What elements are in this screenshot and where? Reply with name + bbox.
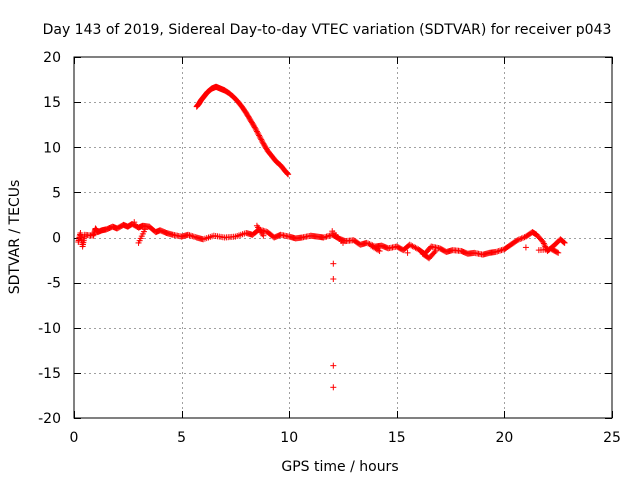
data-point xyxy=(285,171,292,178)
data-point xyxy=(330,362,337,369)
data-point xyxy=(257,135,264,142)
data-point xyxy=(330,384,337,391)
data-point xyxy=(251,124,258,131)
data-point xyxy=(284,170,291,177)
y-tick-label: -10 xyxy=(38,321,61,337)
data-point xyxy=(554,249,561,256)
data-point xyxy=(340,239,346,246)
x-axis: 0 5 10 15 20 25 xyxy=(70,57,621,446)
data-point xyxy=(258,137,265,144)
data-point xyxy=(522,244,529,251)
data-point xyxy=(376,248,383,255)
data-point xyxy=(427,244,434,251)
x-tick-label: 0 xyxy=(70,430,79,446)
y-tick-label: 20 xyxy=(43,50,61,66)
x-tick-label: 10 xyxy=(280,430,298,446)
y-axis: -20 -15 -10 -5 0 5 10 15 20 xyxy=(38,50,612,427)
data-point xyxy=(560,239,567,246)
y-tick-label: 5 xyxy=(52,185,61,201)
chart-title: Day 143 of 2019, Sidereal Day-to-day VTE… xyxy=(43,22,612,38)
y-axis-label: SDTVAR / TECUs xyxy=(7,180,23,295)
data-point xyxy=(284,170,291,177)
data-point xyxy=(517,236,524,243)
x-tick-label: 25 xyxy=(603,430,621,446)
data-point xyxy=(431,249,438,256)
x-tick-label: 20 xyxy=(495,430,513,446)
data-point xyxy=(255,131,262,138)
data-point xyxy=(363,239,370,246)
data-point xyxy=(432,248,439,255)
x-axis-label: GPS time / hours xyxy=(281,459,398,475)
y-tick-label: -15 xyxy=(38,366,61,382)
x-tick-label: 5 xyxy=(177,430,186,446)
data-point xyxy=(330,260,337,267)
data-point xyxy=(258,136,265,143)
data-point xyxy=(254,129,261,136)
data-markers xyxy=(75,83,568,391)
y-tick-label: 15 xyxy=(43,95,61,111)
y-tick-label: 0 xyxy=(52,231,61,247)
data-point xyxy=(515,236,522,243)
data-point xyxy=(520,234,527,241)
data-point xyxy=(253,127,260,134)
y-tick-label: 10 xyxy=(43,140,61,156)
data-point xyxy=(375,247,382,254)
data-point xyxy=(253,128,260,135)
data-point xyxy=(256,132,263,139)
data-point xyxy=(404,249,411,256)
data-point xyxy=(256,133,263,140)
data-point xyxy=(330,276,337,283)
data-point xyxy=(513,237,520,244)
x-tick-label: 15 xyxy=(388,430,406,446)
data-point xyxy=(521,234,528,241)
data-point xyxy=(142,226,149,233)
y-tick-label: -20 xyxy=(38,411,61,427)
data-point xyxy=(561,239,568,246)
data-point xyxy=(514,237,521,244)
data-point xyxy=(518,235,525,242)
y-tick-label: -5 xyxy=(47,276,61,292)
data-point xyxy=(259,139,266,146)
plot-frame xyxy=(73,56,613,419)
data-point xyxy=(560,238,567,245)
data-point xyxy=(251,123,258,130)
data-point xyxy=(131,219,138,226)
data-point xyxy=(252,125,259,132)
data-point xyxy=(260,232,267,239)
data-point xyxy=(555,249,562,256)
